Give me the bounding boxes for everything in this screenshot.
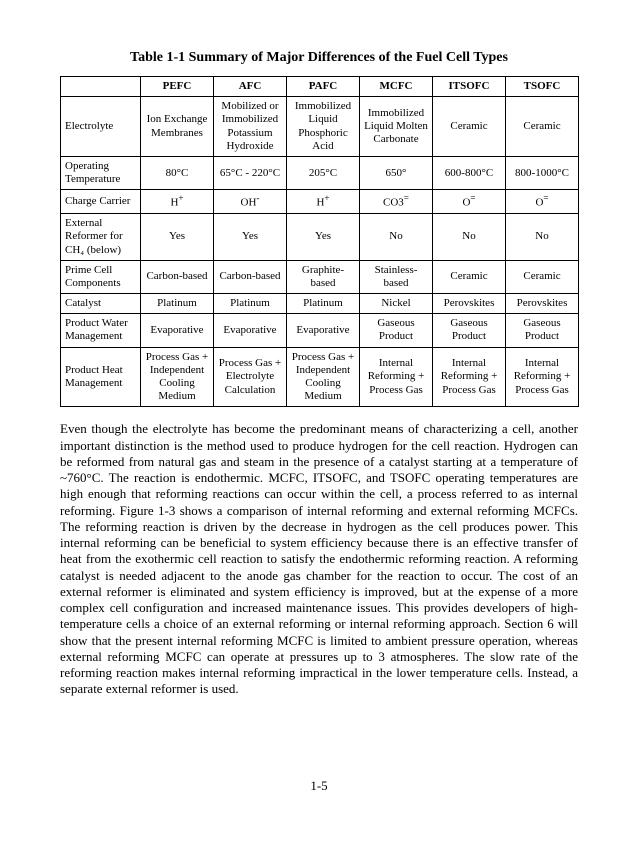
table-cell: Carbon-based xyxy=(214,260,287,293)
table-cell: Nickel xyxy=(360,294,433,314)
col-header: MCFC xyxy=(360,77,433,97)
row-label: Electrolyte xyxy=(61,97,141,157)
table-cell: H+ xyxy=(141,190,214,214)
row-label: Prime Cell Components xyxy=(61,260,141,293)
table-cell: Mobilized or Immobilized Potassium Hydro… xyxy=(214,97,287,157)
col-header: TSOFC xyxy=(506,77,579,97)
table-cell: 650° xyxy=(360,156,433,189)
table-row: Product Heat ManagementProcess Gas + Ind… xyxy=(61,347,579,407)
table-cell: Yes xyxy=(141,214,214,261)
table-cell: O= xyxy=(433,190,506,214)
row-label: Catalyst xyxy=(61,294,141,314)
table-cell: Ceramic xyxy=(506,260,579,293)
table-cell: 205°C xyxy=(287,156,360,189)
table-cell: Ceramic xyxy=(433,97,506,157)
table-cell: Yes xyxy=(214,214,287,261)
table-cell: Immobilized Liquid Phosphoric Acid xyxy=(287,97,360,157)
table-cell: Immobilized Liquid Molten Carbonate xyxy=(360,97,433,157)
col-header: PEFC xyxy=(141,77,214,97)
table-cell: No xyxy=(360,214,433,261)
body-paragraph: Even though the electrolyte has become t… xyxy=(60,421,578,697)
table-row: ElectrolyteIon Exchange MembranesMobiliz… xyxy=(61,97,579,157)
row-label: Product Heat Management xyxy=(61,347,141,407)
table-cell: Evaporative xyxy=(287,314,360,347)
table-cell: Ceramic xyxy=(433,260,506,293)
table-cell: No xyxy=(506,214,579,261)
table-title: Table 1-1 Summary of Major Differences o… xyxy=(60,50,578,66)
table-row: Product Water ManagementEvaporativeEvapo… xyxy=(61,314,579,347)
col-header: AFC xyxy=(214,77,287,97)
table-cell: Internal Reforming + Process Gas xyxy=(506,347,579,407)
table-cell: 600-800°C xyxy=(433,156,506,189)
table-cell: Gaseous Product xyxy=(433,314,506,347)
row-label: Operating Temperature xyxy=(61,156,141,189)
table-cell: Process Gas + Electrolyte Calculation xyxy=(214,347,287,407)
table-cell: No xyxy=(433,214,506,261)
table-cell: Gaseous Product xyxy=(360,314,433,347)
table-cell: Evaporative xyxy=(214,314,287,347)
col-header: ITSOFC xyxy=(433,77,506,97)
row-label: Charge Carrier xyxy=(61,190,141,214)
fuel-cell-table: PEFCAFCPAFCMCFCITSOFCTSOFC ElectrolyteIo… xyxy=(60,76,579,407)
table-row: CatalystPlatinumPlatinumPlatinumNickelPe… xyxy=(61,294,579,314)
table-cell: Ceramic xyxy=(506,97,579,157)
page-number: 1-5 xyxy=(60,778,578,794)
table-row: Charge CarrierH+OH-H+CO3=O=O= xyxy=(61,190,579,214)
col-header-blank xyxy=(61,77,141,97)
table-row: External Reformer for CH₄ (below)YesYesY… xyxy=(61,214,579,261)
table-cell: OH- xyxy=(214,190,287,214)
table-cell: Platinum xyxy=(141,294,214,314)
table-cell: Evaporative xyxy=(141,314,214,347)
table-cell: Platinum xyxy=(214,294,287,314)
table-cell: O= xyxy=(506,190,579,214)
table-cell: Perovskites xyxy=(506,294,579,314)
table-header-row: PEFCAFCPAFCMCFCITSOFCTSOFC xyxy=(61,77,579,97)
table-cell: CO3= xyxy=(360,190,433,214)
row-label: External Reformer for CH₄ (below) xyxy=(61,214,141,261)
table-row: Operating Temperature80°C65°C - 220°C205… xyxy=(61,156,579,189)
table-cell: Carbon-based xyxy=(141,260,214,293)
table-cell: Yes xyxy=(287,214,360,261)
table-cell: Platinum xyxy=(287,294,360,314)
table-cell: 80°C xyxy=(141,156,214,189)
table-cell: Internal Reforming + Process Gas xyxy=(433,347,506,407)
table-cell: H+ xyxy=(287,190,360,214)
table-cell: Stainless-based xyxy=(360,260,433,293)
table-cell: Process Gas + Independent Cooling Medium xyxy=(287,347,360,407)
table-cell: Gaseous Product xyxy=(506,314,579,347)
table-cell: Ion Exchange Membranes xyxy=(141,97,214,157)
table-cell: Internal Reforming + Process Gas xyxy=(360,347,433,407)
row-label: Product Water Management xyxy=(61,314,141,347)
table-cell: Process Gas + Independent Cooling Medium xyxy=(141,347,214,407)
table-cell: Perovskites xyxy=(433,294,506,314)
table-row: Prime Cell ComponentsCarbon-basedCarbon-… xyxy=(61,260,579,293)
table-cell: 800-1000°C xyxy=(506,156,579,189)
col-header: PAFC xyxy=(287,77,360,97)
table-cell: 65°C - 220°C xyxy=(214,156,287,189)
table-cell: Graphite-based xyxy=(287,260,360,293)
